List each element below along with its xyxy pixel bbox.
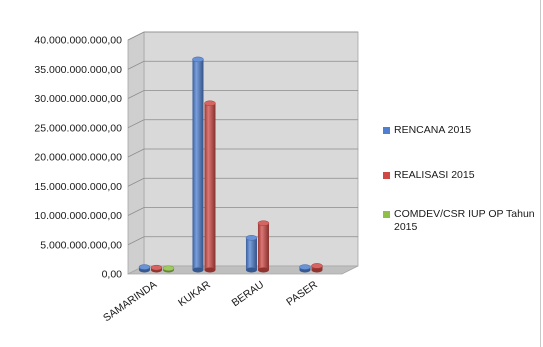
- y-tick-label: 20.000.000.000,00: [34, 152, 122, 164]
- bar-top: [192, 56, 204, 63]
- bar: [204, 103, 216, 271]
- bar-top: [204, 100, 216, 107]
- x-tick-label: KUKAR: [176, 278, 213, 309]
- y-tick-label: 0,00: [102, 269, 123, 281]
- bar: [257, 223, 269, 270]
- legend-label: RENCANA 2015: [394, 124, 472, 136]
- legend-swatch: [383, 211, 390, 218]
- gridline: [127, 207, 358, 216]
- bar-top: [150, 264, 163, 271]
- gridline: [127, 90, 358, 99]
- y-tick-label: 35.000.000.000,00: [34, 64, 122, 76]
- y-tick-label: 40.000.000.000,00: [34, 35, 122, 47]
- gridline: [127, 119, 358, 129]
- gridline: [127, 31, 358, 41]
- bar: [192, 59, 204, 271]
- bar-top: [311, 263, 323, 269]
- bar: [245, 237, 257, 270]
- bar-base: [192, 267, 204, 273]
- bar-base: [204, 267, 216, 273]
- y-tick-label: 30.000.000.000,00: [34, 93, 122, 105]
- bar-top: [138, 264, 151, 270]
- plot-floor: [127, 265, 359, 275]
- x-tick-label: SAMARINDA: [101, 279, 159, 325]
- y-tick-label: 10.000.000.000,00: [34, 210, 122, 222]
- y-tick-label: 5.000.000.000,00: [40, 239, 122, 251]
- legend-item: REALISASI 2015: [383, 169, 543, 182]
- bar-base: [311, 267, 323, 273]
- bar-base: [245, 267, 257, 273]
- bar-top: [299, 264, 311, 270]
- gridline: [127, 148, 358, 158]
- bar-base: [257, 267, 269, 273]
- gridline: [127, 60, 358, 70]
- gridline: [127, 236, 358, 246]
- x-tick-label: BERAU: [230, 279, 267, 310]
- legend-item: RENCANA 2015: [383, 124, 543, 137]
- x-tick-label: PASER: [284, 278, 320, 308]
- bar-top: [257, 220, 270, 226]
- y-tick-label: 25.000.000.000,00: [34, 122, 122, 134]
- bar-top: [162, 265, 175, 271]
- bar-top: [245, 235, 258, 241]
- legend-item: COMDEV/CSR IUP OP Tahun 2015: [383, 208, 543, 234]
- legend-swatch: [383, 172, 390, 179]
- frame-border: [540, 0, 541, 347]
- legend-label: REALISASI 2015: [394, 169, 475, 181]
- legend-label: COMDEV/CSR IUP OP Tahun 2015: [394, 208, 535, 233]
- y-tick-label: 15.000.000.000,00: [34, 181, 122, 193]
- gridline: [127, 177, 358, 187]
- legend-swatch: [383, 127, 390, 134]
